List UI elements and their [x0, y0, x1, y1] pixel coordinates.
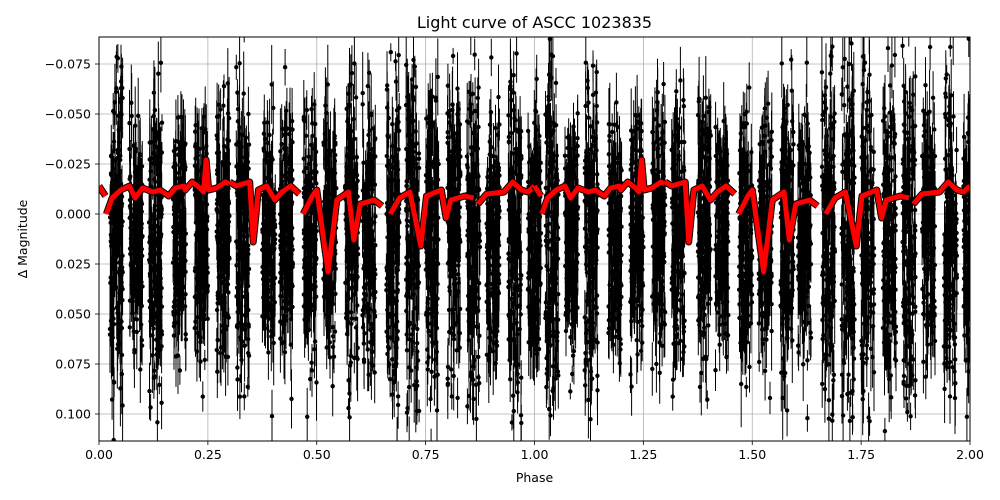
- x-tick-label: 0.25: [194, 447, 222, 462]
- y-axis-ticks: −0.075 −0.050 −0.025 0.000 0.025 0.050 0.075 0.…: [45, 57, 99, 422]
- x-axis-ticks: 0.00 0.25 0.50 0.75 1.00 1.25 1.50 1.75 2.00: [85, 441, 984, 462]
- x-tick-label: 0.75: [412, 447, 440, 462]
- observation-points: [107, 37, 970, 441]
- x-tick-label: 0.50: [303, 447, 331, 462]
- y-tick-label: 0.050: [55, 307, 91, 322]
- y-tick-label: −0.050: [45, 107, 91, 122]
- y-tick-label: 0.075: [55, 357, 91, 372]
- y-tick-label: 0.000: [55, 207, 91, 222]
- x-tick-label: 2.00: [956, 447, 984, 462]
- x-tick-label: 1.25: [629, 447, 657, 462]
- x-tick-label: 1.00: [521, 447, 549, 462]
- y-tick-label: −0.025: [45, 157, 91, 172]
- x-axis-label: Phase: [516, 470, 554, 485]
- y-tick-label: 0.100: [55, 407, 91, 422]
- model-curve: [99, 156, 970, 276]
- y-tick-label: 0.025: [55, 257, 91, 272]
- x-tick-label: 1.50: [738, 447, 766, 462]
- x-tick-label: 1.75: [847, 447, 875, 462]
- plot-area: [98, 36, 971, 442]
- x-tick-label: 0.00: [85, 447, 113, 462]
- y-axis-label: Δ Magnitude: [15, 199, 30, 278]
- chart-title: Light curve of ASCC 1023835: [417, 13, 652, 32]
- y-tick-label: −0.075: [45, 57, 91, 72]
